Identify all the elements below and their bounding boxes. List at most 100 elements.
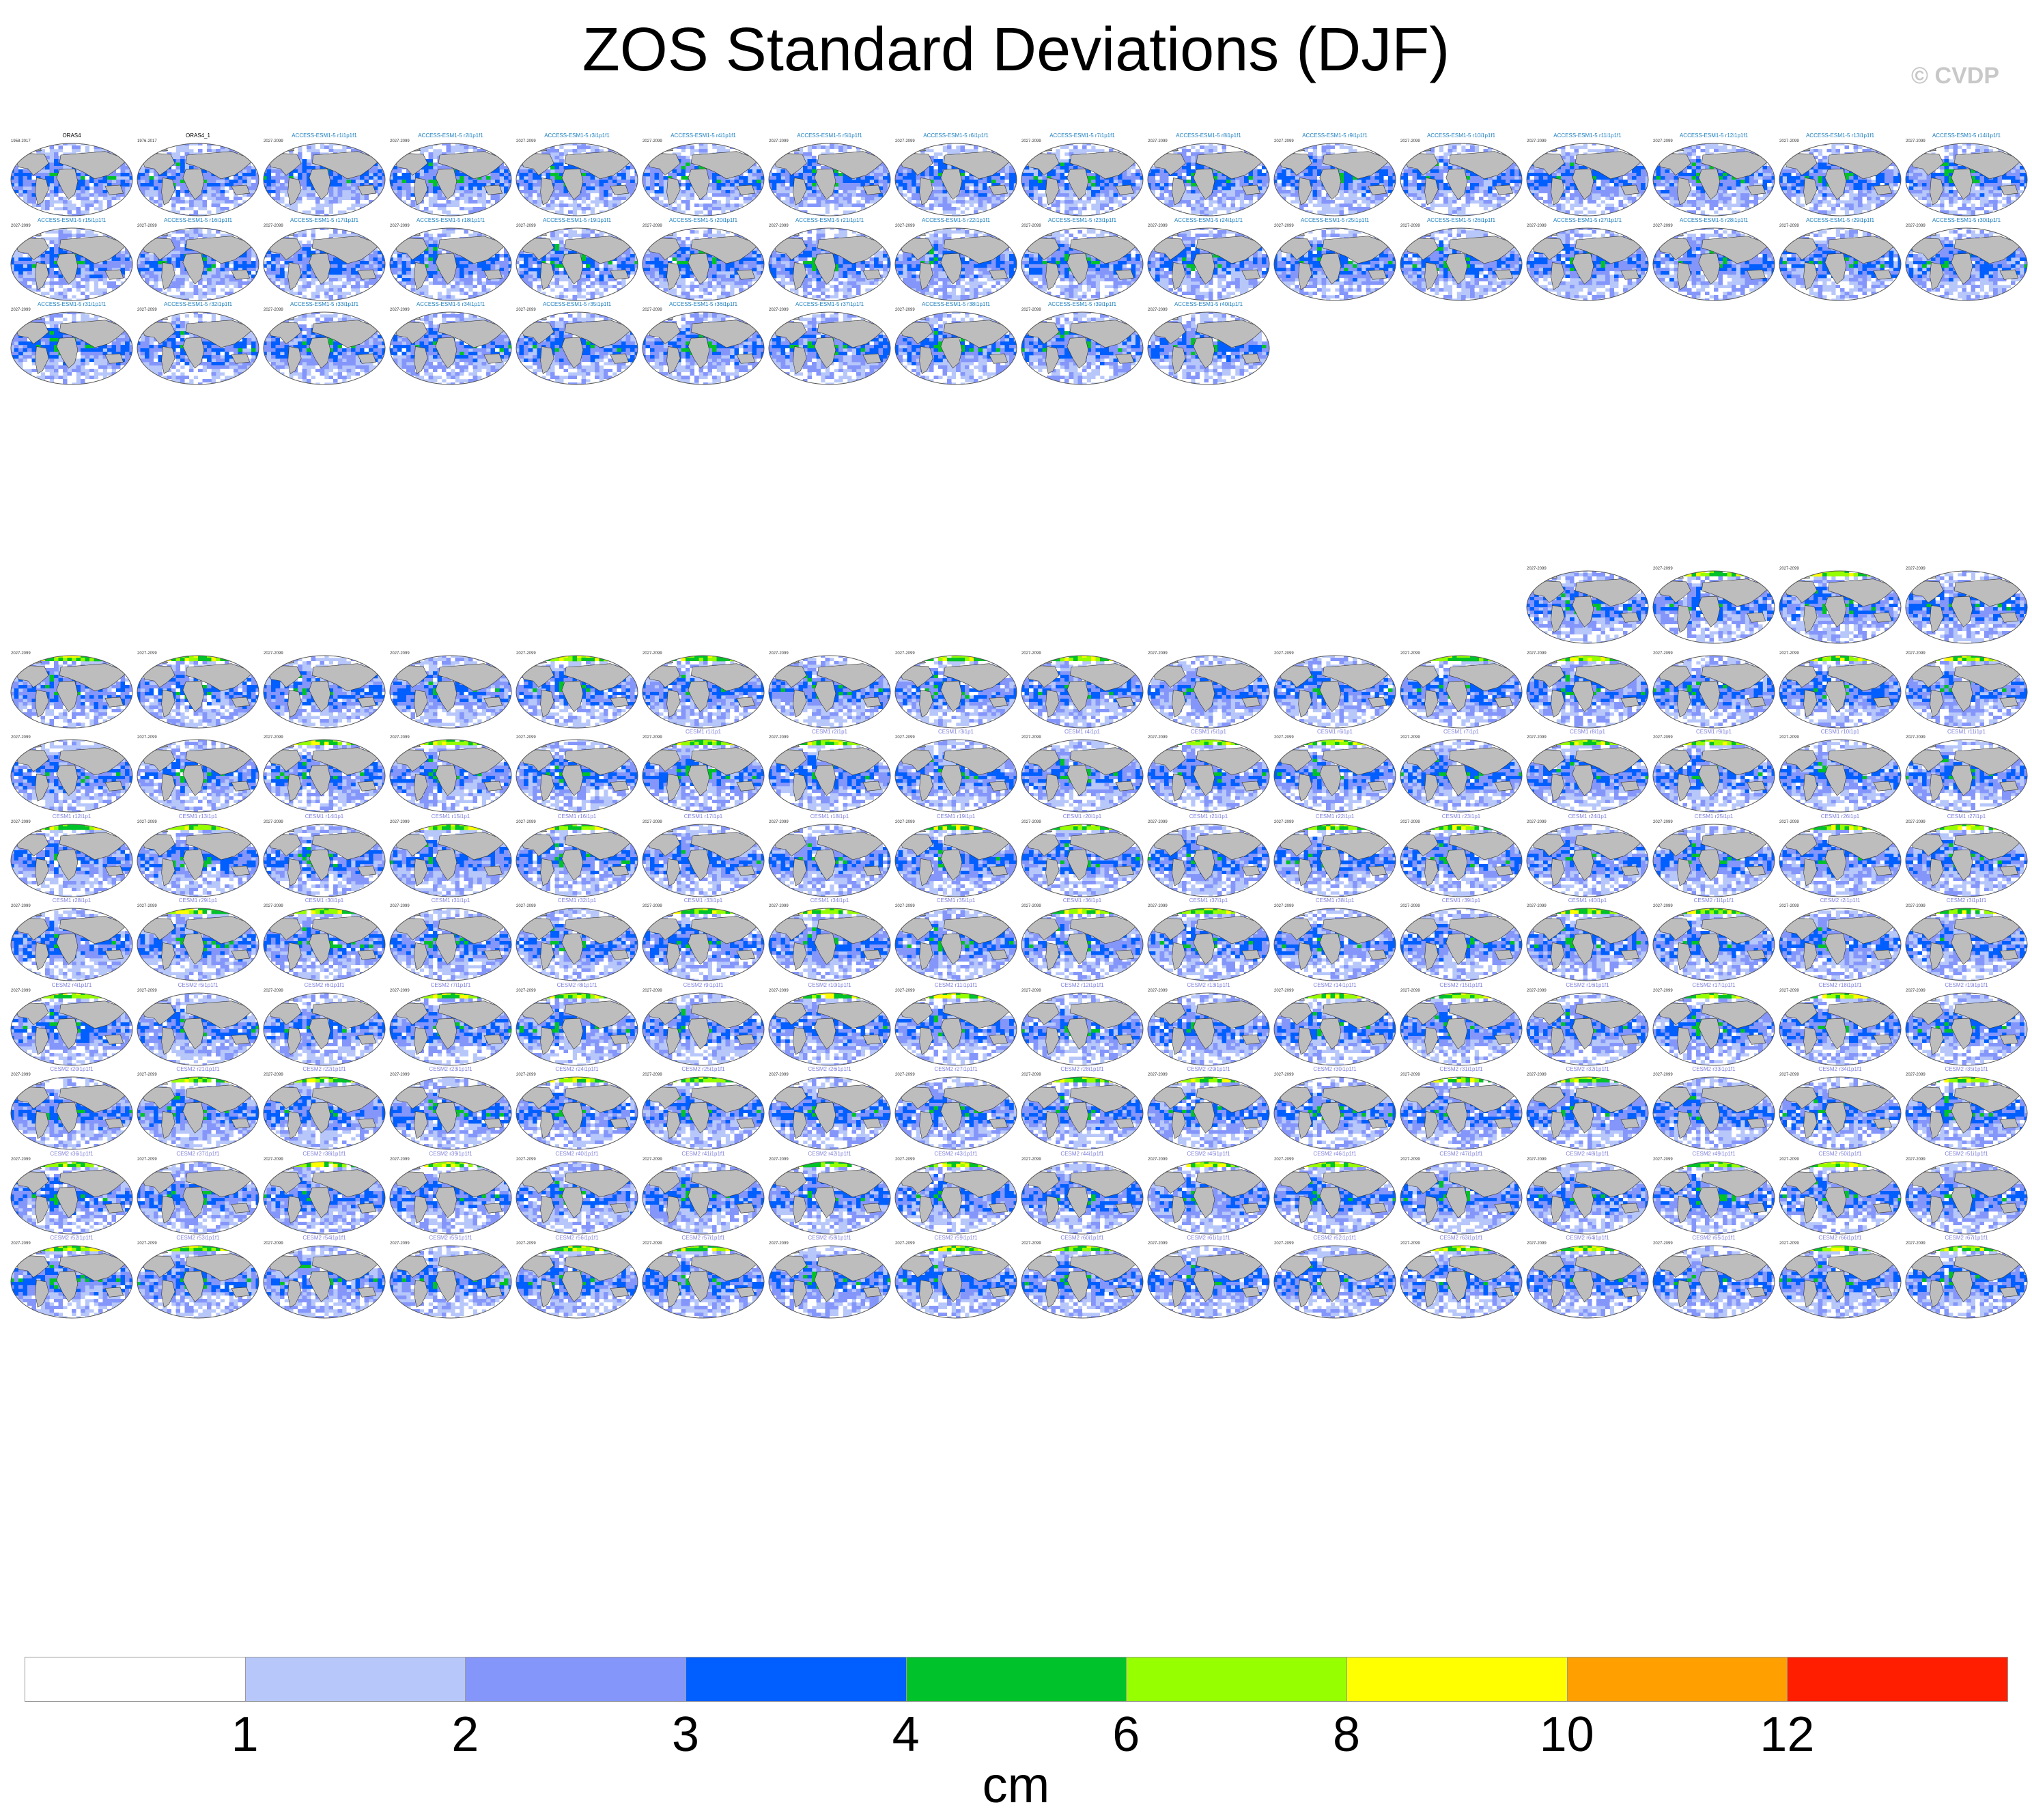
panel-title: CESM1 r11i1p1 [1904, 729, 2029, 736]
panel-title: CESM2 r4i1p1f1 [10, 982, 134, 989]
sst-map [10, 907, 134, 982]
map-panel: CESM2 r56i1p1f1 2027-2099 [515, 1235, 639, 1319]
colorbar-segment [1787, 1657, 2008, 1702]
panel-title: CESM2 r22i1p1f1 [262, 1066, 386, 1073]
sst-map [1146, 1244, 1271, 1319]
panel-title: CESM2 r6i1p1f1 [262, 982, 386, 989]
map-panel: CESM1 r36i1p1 2027-2099 [1020, 897, 1144, 982]
sst-map [1525, 570, 1650, 645]
sst-map [136, 907, 260, 982]
panel-title: CESM1 r12i1p1 [10, 813, 134, 820]
map-panel: CESM1 r6i1p1 2027-2099 [1273, 729, 1397, 813]
panel-title: CESM1 r39i1p1 [1399, 897, 1523, 904]
panel-title: CESM2 r49i1p1f1 [1652, 1151, 1776, 1158]
map-panel: ACCESS-ESM1-5 r6i1p1f1 2027-2099 [894, 132, 1018, 217]
panel-title: CESM2 r63i1p1f1 [1399, 1235, 1523, 1242]
sst-map [1273, 992, 1397, 1067]
map-panel: CESM2 r49i1p1f1 2027-2099 [1652, 1151, 1776, 1235]
panel-title: ACCESS-ESM1-5 r28i1p1f1 [1652, 217, 1776, 224]
map-panel: CESM2 r46i1p1f1 2027-2099 [1273, 1151, 1397, 1235]
map-panel: CESM2 r42i1p1f1 2027-2099 [767, 1151, 892, 1235]
sst-map [389, 992, 513, 1067]
map-panel: 2027-2099 [1652, 645, 1776, 729]
panel-title: CESM2 r34i1p1f1 [1778, 1066, 1902, 1073]
panel-title: CESM2 r67i1p1f1 [1904, 1235, 2029, 1242]
map-panel: 2027-2099 [1778, 560, 1902, 645]
map-panel: 2027-2099 [262, 645, 386, 729]
sst-map [1904, 227, 2029, 302]
sst-map [894, 1244, 1018, 1319]
panel-title: CESM2 r43i1p1f1 [894, 1151, 1018, 1158]
panel-title: ACCESS-ESM1-5 r33i1p1f1 [262, 301, 386, 308]
panel-title: CESM1 r6i1p1 [1273, 729, 1397, 736]
sst-map [767, 654, 892, 729]
sst-map [641, 311, 765, 386]
map-panel: ACCESS-ESM1-5 r36i1p1f1 2027-2099 [641, 301, 765, 386]
sst-map [1525, 907, 1650, 982]
panel-title: CESM2 r66i1p1f1 [1778, 1235, 1902, 1242]
map-panel: ACCESS-ESM1-5 r40i1p1f1 2027-2099 [1146, 301, 1271, 386]
sst-map [641, 142, 765, 217]
sst-map [515, 654, 639, 729]
panel-title: CESM2 r33i1p1f1 [1652, 1066, 1776, 1073]
colorbar-tick-label: 10 [1512, 1707, 1622, 1762]
map-panel: CESM1 r17i1p1 2027-2099 [641, 813, 765, 898]
colorbar-segment [1126, 1657, 1347, 1702]
map-panel: ACCESS-ESM1-5 r17i1p1f1 2027-2099 [262, 217, 386, 302]
map-panel: ACCESS-ESM1-5 r24i1p1f1 2027-2099 [1146, 217, 1271, 302]
map-panel: CESM2 r51i1p1f1 2027-2099 [1904, 1151, 2029, 1235]
panel-title: CESM2 r15i1p1f1 [1399, 982, 1523, 989]
sst-map [1020, 823, 1144, 898]
sst-map [767, 907, 892, 982]
sst-map [515, 907, 639, 982]
map-panel: CESM1 r3i1p1 2027-2099 [894, 729, 1018, 813]
map-panel: ACCESS-ESM1-5 r3i1p1f1 2027-2099 [515, 132, 639, 217]
map-panel: CESM2 r33i1p1f1 2027-2099 [1652, 1066, 1776, 1151]
panel-title: ACCESS-ESM1-5 r21i1p1f1 [767, 217, 892, 224]
map-panel: CESM2 r10i1p1f1 2027-2099 [767, 982, 892, 1067]
panel-title: CESM2 r46i1p1f1 [1273, 1151, 1397, 1158]
panel-title: CESM2 r25i1p1f1 [641, 1066, 765, 1073]
sst-map [1020, 738, 1144, 813]
sst-map [1652, 1076, 1776, 1151]
map-panel: CESM1 r29i1p1 2027-2099 [136, 897, 260, 982]
map-panel: 2027-2099 [1778, 645, 1902, 729]
map-panel: CESM2 r53i1p1f1 2027-2099 [136, 1235, 260, 1319]
sst-map [1146, 142, 1271, 217]
sst-map [10, 823, 134, 898]
map-panel: ACCESS-ESM1-5 r11i1p1f1 2027-2099 [1525, 132, 1650, 217]
sst-map [1273, 654, 1397, 729]
map-panel: CESM2 r22i1p1f1 2027-2099 [262, 1066, 386, 1151]
panel-title: CESM2 r3i1p1f1 [1904, 897, 2029, 904]
sst-map [389, 1160, 513, 1235]
sst-map [136, 1244, 260, 1319]
sst-map [1778, 1244, 1902, 1319]
panel-title: ACCESS-ESM1-5 r12i1p1f1 [1652, 132, 1776, 139]
sst-map [262, 311, 386, 386]
panel-title: CESM2 r39i1p1f1 [389, 1151, 513, 1158]
map-panel: CESM2 r1i1p1f1 2027-2099 [1652, 897, 1776, 982]
map-panel: CESM1 r23i1p1 2027-2099 [1399, 813, 1523, 898]
panel-title: CESM2 r35i1p1f1 [1904, 1066, 2029, 1073]
map-panel: CESM2 r35i1p1f1 2027-2099 [1904, 1066, 2029, 1151]
panel-title: CESM2 r8i1p1f1 [515, 982, 639, 989]
map-panel: ACCESS-ESM1-5 r13i1p1f1 2027-2099 [1778, 132, 1902, 217]
sst-map [1525, 1160, 1650, 1235]
colorbar-tick-label: 4 [851, 1707, 961, 1762]
sst-map [767, 823, 892, 898]
colorbar-tick-label: 6 [1071, 1707, 1181, 1762]
map-panel: CESM1 r34i1p1 2027-2099 [767, 897, 892, 982]
panel-title: CESM2 r48i1p1f1 [1525, 1151, 1650, 1158]
panel-title: CESM2 r18i1p1f1 [1778, 982, 1902, 989]
panel-title: ACCESS-ESM1-5 r35i1p1f1 [515, 301, 639, 308]
map-panel: 2027-2099 [767, 645, 892, 729]
panel-title: CESM1 r7i1p1 [1399, 729, 1523, 736]
sst-map [136, 1076, 260, 1151]
map-panel: ACCESS-ESM1-5 r30i1p1f1 2027-2099 [1904, 217, 2029, 302]
panel-title: CESM2 r47i1p1f1 [1399, 1151, 1523, 1158]
panel-title: CESM2 r62i1p1f1 [1273, 1235, 1397, 1242]
sst-map [262, 227, 386, 302]
colorbar-segment [25, 1657, 246, 1702]
panel-title: ACCESS-ESM1-5 r3i1p1f1 [515, 132, 639, 139]
panel-title: CESM1 r1i1p1 [641, 729, 765, 736]
